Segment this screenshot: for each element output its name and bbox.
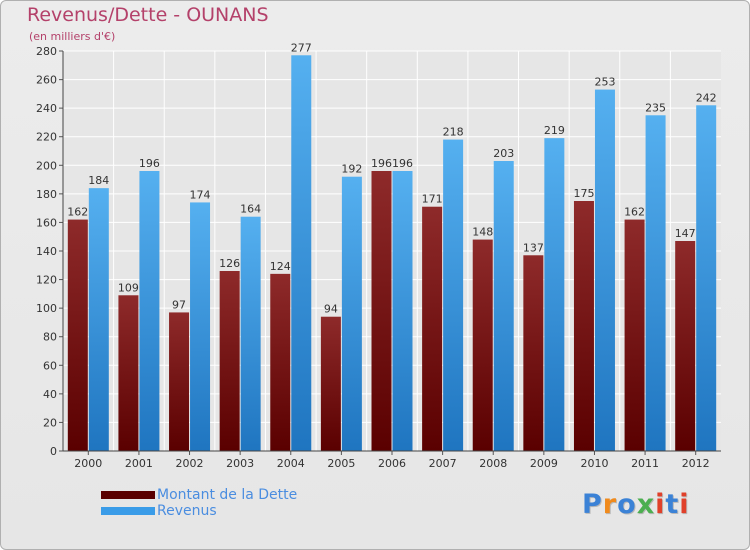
bar-revenus-2012 <box>696 105 717 452</box>
bar-dette-2004 <box>270 273 291 451</box>
y-tick-label: 180 <box>36 188 57 201</box>
y-tick-label: 200 <box>36 159 57 172</box>
bar-dette-2010 <box>573 201 594 451</box>
proxiti-logo: Proxiti <box>582 489 690 520</box>
data-label-revenus-2011: 235 <box>645 101 666 114</box>
y-tick-label: 160 <box>36 216 57 229</box>
y-tick-label: 280 <box>36 45 57 58</box>
bar-revenus-2005 <box>341 176 362 451</box>
bar-dette-2005 <box>320 316 341 451</box>
data-label-dette-2010: 175 <box>573 187 594 200</box>
y-tick-label: 120 <box>36 274 57 287</box>
x-tick-label-2006: 2006 <box>378 457 406 470</box>
x-tick-label-2010: 2010 <box>580 457 608 470</box>
x-tick-label-2011: 2011 <box>631 457 659 470</box>
x-tick-label-2004: 2004 <box>277 457 305 470</box>
x-tick-label-2008: 2008 <box>479 457 507 470</box>
bar-dette-2012 <box>675 241 696 451</box>
data-label-revenus-2000: 184 <box>88 174 109 187</box>
data-label-revenus-2003: 164 <box>240 203 261 216</box>
data-label-dette-2008: 148 <box>472 226 493 239</box>
bar-dette-2002 <box>169 312 190 451</box>
data-label-dette-2003: 126 <box>219 257 240 270</box>
bar-dette-2007 <box>422 206 443 451</box>
x-tick-label-2009: 2009 <box>530 457 558 470</box>
bar-dette-2001 <box>118 295 139 451</box>
x-tick-label-2012: 2012 <box>682 457 710 470</box>
x-tick-label-2003: 2003 <box>226 457 254 470</box>
bar-revenus-2008 <box>493 161 514 451</box>
legend-swatch-revenus <box>101 507 155 515</box>
bar-revenus-2002 <box>190 202 211 451</box>
logo-letter: i <box>679 489 690 520</box>
legend-item-revenus: Revenus <box>101 503 297 519</box>
bar-dette-2008 <box>472 239 493 451</box>
data-label-revenus-2006: 196 <box>392 157 413 170</box>
y-tick-label: 100 <box>36 302 57 315</box>
y-tick-label: 40 <box>43 388 57 401</box>
logo-letter: o <box>617 489 637 520</box>
data-label-revenus-2008: 203 <box>493 147 514 160</box>
x-tick-label-2007: 2007 <box>429 457 457 470</box>
data-label-dette-2007: 171 <box>422 193 443 206</box>
legend-label-revenus: Revenus <box>157 503 217 519</box>
data-label-dette-2012: 147 <box>675 227 696 240</box>
y-tick-label: 60 <box>43 359 57 372</box>
y-tick-label: 140 <box>36 245 57 258</box>
bar-revenus-2004 <box>291 55 312 452</box>
chart-legend: Montant de la Dette Revenus <box>101 487 297 519</box>
legend-swatch-dette <box>101 491 155 499</box>
data-label-revenus-2009: 219 <box>544 124 565 137</box>
chart-subtitle: (en milliers d'€) <box>29 30 116 43</box>
logo-letter: x <box>636 489 656 520</box>
y-tick-label: 260 <box>36 74 57 87</box>
bar-dette-2006 <box>371 171 392 451</box>
data-label-revenus-2002: 174 <box>190 188 211 201</box>
logo-letter: t <box>665 489 680 520</box>
logo-letter: i <box>655 489 666 520</box>
x-tick-label-2001: 2001 <box>125 457 153 470</box>
data-label-dette-2002: 97 <box>172 298 186 311</box>
bar-revenus-2011 <box>645 115 666 452</box>
bar-dette-2011 <box>624 219 645 451</box>
y-tick-label: 80 <box>43 331 57 344</box>
logo-letter: r <box>602 489 618 520</box>
chart-title: Revenus/Dette - OUNANS <box>27 4 269 26</box>
bar-revenus-2010 <box>594 89 615 452</box>
y-tick-label: 240 <box>36 102 57 115</box>
bar-dette-2009 <box>523 255 544 451</box>
data-label-revenus-2007: 218 <box>443 126 464 139</box>
data-label-dette-2006: 196 <box>371 157 392 170</box>
data-label-revenus-2004: 277 <box>291 41 312 54</box>
bar-revenus-2001 <box>139 171 160 451</box>
bar-revenus-2006 <box>392 171 413 451</box>
data-label-dette-2009: 137 <box>523 241 544 254</box>
bar-revenus-2009 <box>544 138 565 451</box>
bar-revenus-2000 <box>88 188 109 451</box>
data-label-dette-2005: 94 <box>324 303 338 316</box>
bar-dette-2000 <box>67 219 88 451</box>
data-label-revenus-2005: 192 <box>341 163 362 176</box>
data-label-dette-2001: 109 <box>118 281 139 294</box>
bar-revenus-2007 <box>443 139 464 452</box>
bar-dette-2003 <box>219 271 240 451</box>
data-label-dette-2004: 124 <box>270 260 291 273</box>
bar-revenus-2003 <box>240 216 261 451</box>
data-label-revenus-2001: 196 <box>139 157 160 170</box>
legend-item-dette: Montant de la Dette <box>101 487 297 503</box>
x-tick-label-2005: 2005 <box>327 457 355 470</box>
y-tick-label: 0 <box>50 445 57 458</box>
x-tick-label-2000: 2000 <box>74 457 102 470</box>
y-tick-label: 220 <box>36 131 57 144</box>
data-label-revenus-2012: 242 <box>696 91 717 104</box>
y-tick-label: 20 <box>43 416 57 429</box>
legend-label-dette: Montant de la Dette <box>157 487 298 503</box>
logo-letter: P <box>582 489 603 520</box>
x-tick-label-2002: 2002 <box>176 457 204 470</box>
data-label-dette-2000: 162 <box>67 206 88 219</box>
data-label-dette-2011: 162 <box>624 206 645 219</box>
data-label-revenus-2010: 253 <box>594 76 615 89</box>
